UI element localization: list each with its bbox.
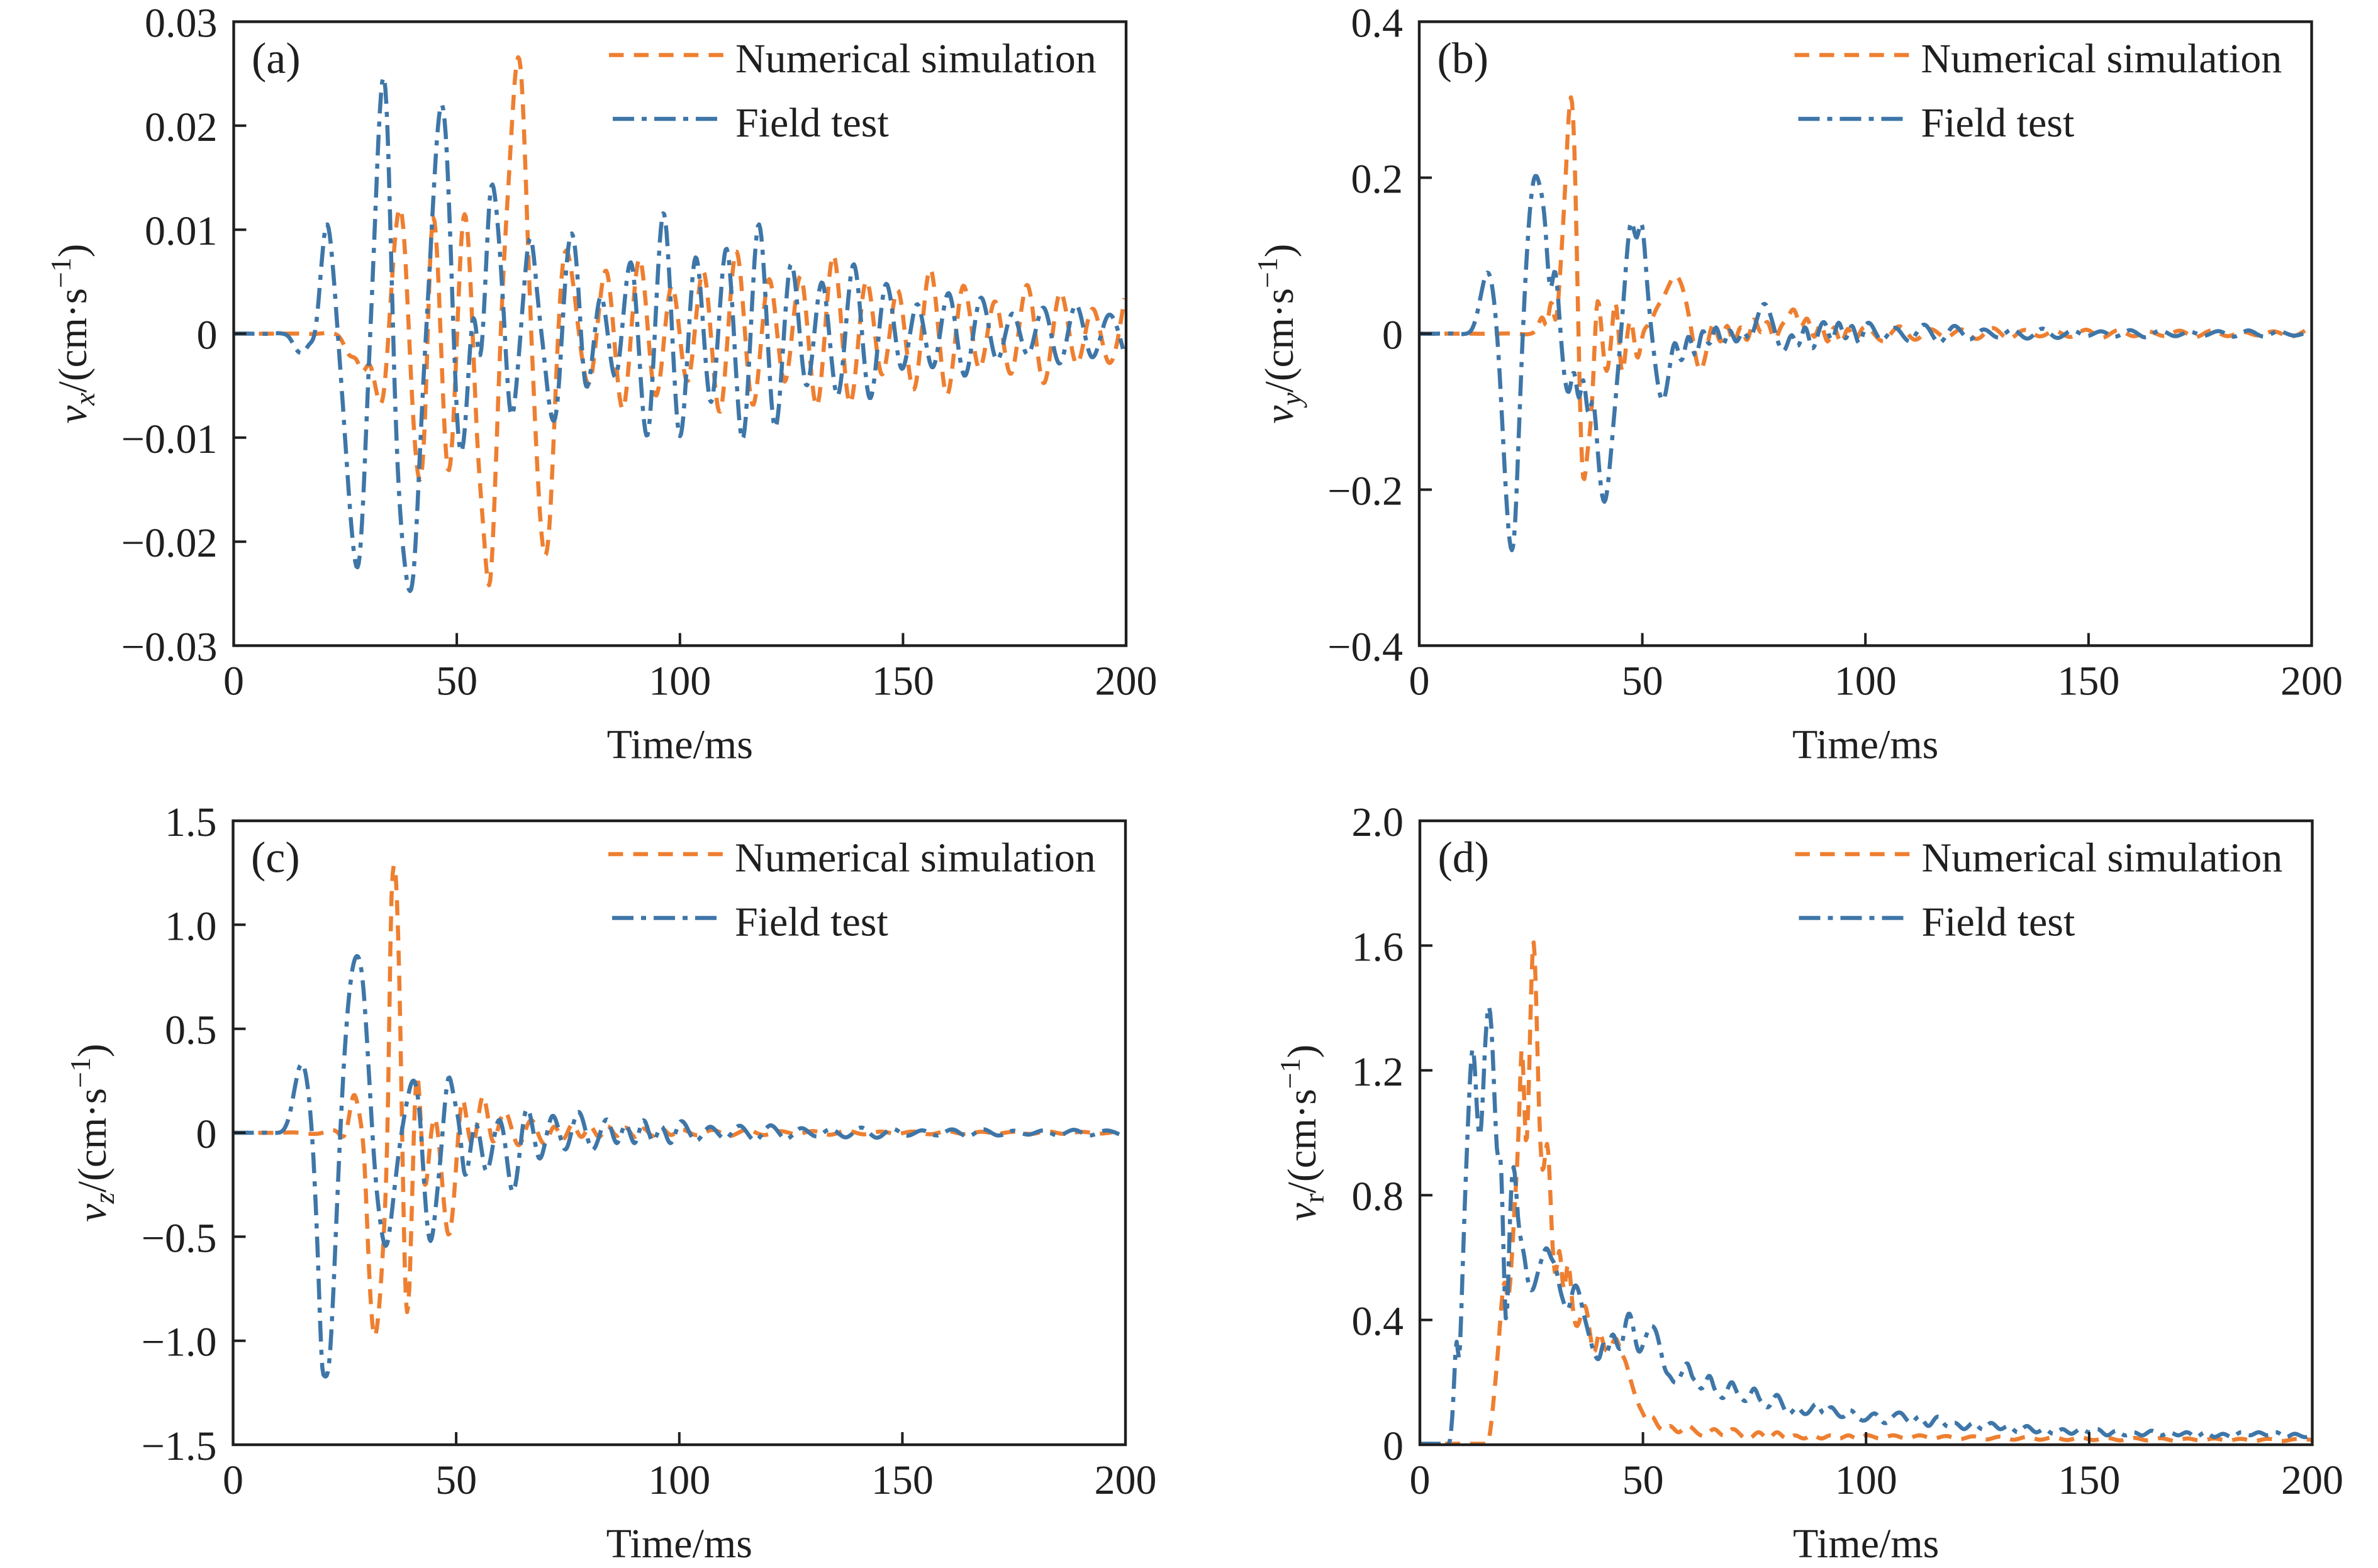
svg-text:vr/(cm·s−1): vr/(cm·s−1) — [1274, 1045, 1330, 1221]
svg-text:100: 100 — [1835, 1457, 1897, 1503]
svg-text:150: 150 — [872, 659, 934, 704]
svg-text:150: 150 — [2057, 659, 2119, 704]
svg-text:Numerical simulation: Numerical simulation — [735, 835, 1096, 881]
svg-text:1.2: 1.2 — [1352, 1049, 1404, 1095]
svg-text:0.8: 0.8 — [1352, 1174, 1404, 1220]
svg-text:50: 50 — [436, 659, 477, 704]
svg-text:0.4: 0.4 — [1351, 1, 1404, 47]
svg-text:Numerical simulation: Numerical simulation — [1922, 835, 2283, 881]
svg-text:0.02: 0.02 — [145, 104, 218, 150]
svg-text:0: 0 — [1410, 1457, 1431, 1503]
svg-text:100: 100 — [649, 659, 711, 704]
svg-text:150: 150 — [2058, 1457, 2120, 1503]
svg-text:100: 100 — [1834, 659, 1897, 704]
svg-text:(d): (d) — [1438, 834, 1490, 882]
svg-text:Time/ms: Time/ms — [606, 1521, 752, 1565]
svg-text:0.01: 0.01 — [145, 208, 218, 254]
svg-text:−1.5: −1.5 — [142, 1423, 217, 1469]
svg-text:0: 0 — [1409, 659, 1430, 704]
svg-text:200: 200 — [1095, 1457, 1157, 1503]
svg-text:−0.2: −0.2 — [1327, 469, 1403, 514]
svg-text:vx/(cm·s−1): vx/(cm·s−1) — [45, 244, 101, 424]
svg-text:Numerical simulation: Numerical simulation — [1921, 36, 2282, 82]
svg-text:Time/ms: Time/ms — [1793, 1521, 1939, 1565]
svg-text:1.0: 1.0 — [165, 903, 217, 949]
svg-text:0: 0 — [1382, 313, 1403, 359]
svg-text:Time/ms: Time/ms — [1792, 722, 1938, 768]
svg-text:200: 200 — [2281, 1457, 2343, 1503]
svg-text:0: 0 — [223, 1457, 243, 1503]
svg-text:50: 50 — [1622, 1457, 1664, 1503]
svg-text:Numerical simulation: Numerical simulation — [735, 36, 1097, 82]
svg-text:vy/(cm·s−1): vy/(cm·s−1) — [1251, 244, 1307, 424]
svg-text:0: 0 — [1383, 1423, 1404, 1469]
svg-text:Field test: Field test — [735, 100, 889, 146]
svg-text:50: 50 — [435, 1457, 477, 1503]
svg-text:−0.02: −0.02 — [121, 520, 218, 566]
svg-text:0.2: 0.2 — [1351, 157, 1404, 203]
svg-text:−0.03: −0.03 — [121, 625, 218, 670]
svg-text:2.0: 2.0 — [1352, 799, 1404, 845]
svg-text:vz/(cm·s−1): vz/(cm·s−1) — [64, 1043, 120, 1221]
svg-text:Time/ms: Time/ms — [607, 722, 753, 768]
svg-text:(a): (a) — [252, 35, 301, 83]
svg-text:(b): (b) — [1437, 35, 1489, 83]
svg-text:−0.01: −0.01 — [121, 416, 218, 462]
svg-text:0.4: 0.4 — [1352, 1299, 1404, 1345]
svg-text:100: 100 — [648, 1457, 710, 1503]
svg-text:−0.4: −0.4 — [1327, 625, 1403, 670]
svg-text:0.5: 0.5 — [165, 1008, 217, 1054]
svg-text:200: 200 — [1095, 659, 1158, 704]
svg-text:(c): (c) — [251, 834, 300, 882]
svg-text:50: 50 — [1622, 659, 1663, 704]
svg-text:Field test: Field test — [1921, 100, 2075, 146]
svg-text:0: 0 — [223, 659, 244, 704]
svg-text:200: 200 — [2280, 659, 2343, 704]
svg-text:150: 150 — [871, 1457, 934, 1503]
svg-text:0.03: 0.03 — [145, 1, 218, 47]
svg-text:1.6: 1.6 — [1352, 924, 1404, 970]
svg-text:0: 0 — [196, 1111, 217, 1157]
svg-text:0: 0 — [197, 313, 218, 359]
svg-text:−1.0: −1.0 — [142, 1320, 217, 1365]
svg-text:Field test: Field test — [735, 899, 888, 945]
svg-text:Field test: Field test — [1922, 899, 2075, 945]
svg-text:−0.5: −0.5 — [142, 1215, 217, 1261]
svg-text:1.5: 1.5 — [165, 799, 217, 845]
